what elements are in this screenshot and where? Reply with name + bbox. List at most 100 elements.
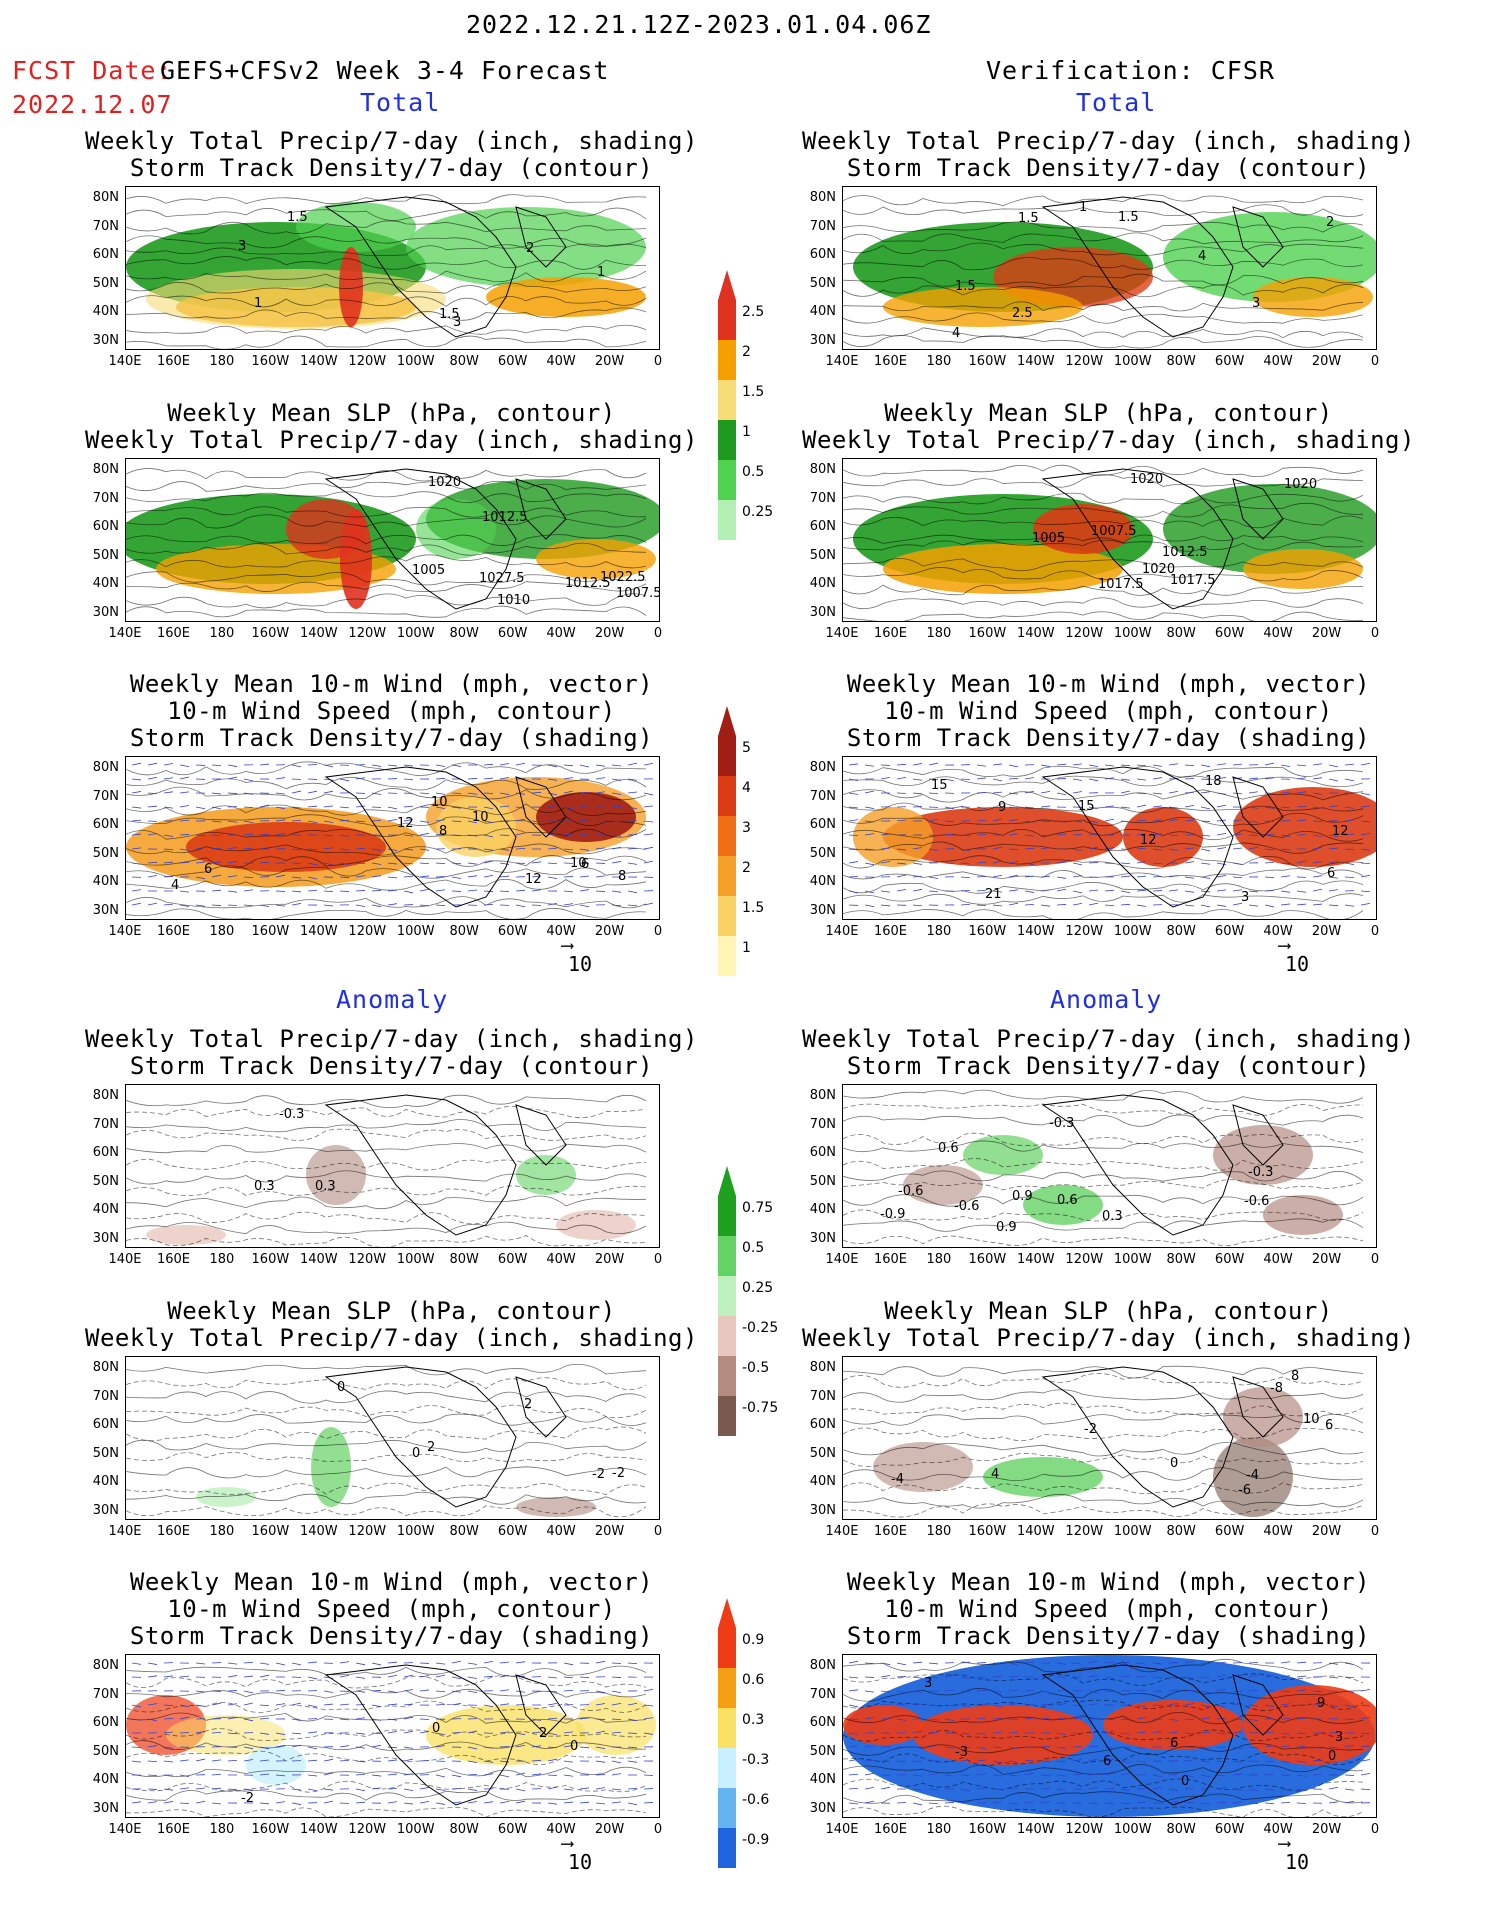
wind-vector	[1120, 848, 1131, 850]
wind-vector	[1040, 1800, 1051, 1804]
wind-vector	[1200, 1746, 1211, 1750]
wind-vector	[1328, 778, 1339, 782]
wind-vector	[960, 1801, 971, 1804]
wind-vector	[1104, 805, 1115, 808]
wind-vector	[1040, 875, 1051, 878]
wind-vector	[1264, 806, 1275, 809]
wind-vector	[595, 1660, 606, 1664]
wind-vector	[467, 1746, 478, 1750]
wind-vector	[1088, 833, 1099, 836]
wind-vector	[1008, 792, 1019, 795]
wind-vector	[339, 778, 350, 782]
wind-vector	[627, 1746, 638, 1749]
wind-vector	[1264, 861, 1275, 864]
wind-vector	[960, 1661, 971, 1664]
lat-tick-label: 50N	[809, 845, 836, 861]
contour-line	[126, 1482, 647, 1496]
wind-vector	[339, 1718, 350, 1721]
wind-vector	[1152, 764, 1163, 767]
wind-vector	[515, 1800, 526, 1804]
contour-line	[843, 829, 1364, 842]
contour-label: -0.6	[898, 1184, 923, 1199]
wind-vector	[483, 1704, 494, 1708]
wind-vector	[499, 1661, 510, 1664]
wind-vector	[163, 848, 174, 850]
wind-vector	[243, 904, 254, 907]
shading-area	[166, 1715, 286, 1755]
wind-vector	[1024, 777, 1035, 780]
wind-vector	[323, 805, 334, 808]
colorbar-top-arrow	[718, 1598, 736, 1628]
lon-tick-label: 60W	[497, 626, 528, 641]
wind-vector	[1216, 804, 1227, 808]
lat-tick-label: 80N	[809, 190, 836, 205]
wind-vector	[419, 1689, 430, 1692]
contour-line	[126, 295, 647, 308]
contour-label: 0	[570, 1739, 578, 1754]
wind-vector	[960, 876, 971, 879]
wind-vector	[483, 834, 494, 838]
wind-vector	[419, 888, 430, 892]
wind-vector	[1312, 888, 1323, 892]
lon-tick-label: 60W	[497, 354, 528, 369]
wind-vector	[1056, 1760, 1067, 1762]
wind-vector	[195, 1731, 206, 1734]
wind-vector	[323, 904, 334, 907]
wind-vector	[259, 1674, 270, 1678]
wind-vector	[1136, 778, 1147, 781]
contour-line	[843, 1752, 1364, 1766]
contour-line	[843, 1089, 1364, 1104]
contour-label: -0.9	[880, 1207, 905, 1222]
contour-line	[126, 1094, 647, 1109]
lat-tick-label: 70N	[809, 1686, 836, 1702]
wind-vector	[563, 1745, 574, 1748]
contour-line	[843, 534, 1364, 544]
lon-tick-label: 160W	[251, 354, 290, 369]
verification-label: Verification: CFSR	[986, 56, 1275, 85]
wind-vector	[403, 1773, 414, 1776]
colorbar-label: 0.25	[742, 1280, 774, 1296]
lon-tick-label: 180	[209, 1252, 235, 1267]
wind-vector	[864, 1759, 875, 1762]
wind-vector	[1120, 1760, 1131, 1764]
wind-vector	[896, 1676, 907, 1678]
wind-vector	[1088, 889, 1099, 892]
lon-tick-label: 100W	[396, 924, 435, 939]
lon-tick-label: 160E	[156, 1252, 190, 1267]
wind-vector	[547, 778, 558, 781]
wind-vector	[1120, 1802, 1131, 1805]
contour-line	[843, 464, 1364, 477]
contour-label: 10	[1303, 1412, 1320, 1427]
colorbar-label: 0.3	[742, 1712, 765, 1728]
contour-label: 0	[1328, 1749, 1336, 1764]
wind-vector	[928, 1662, 939, 1665]
colorbar-label: 2	[742, 344, 751, 360]
contour-line	[843, 868, 1364, 880]
wind-vector	[1136, 764, 1147, 767]
contour-line	[126, 1413, 647, 1426]
colorbar-swatch	[718, 1748, 736, 1788]
shading-area	[306, 1145, 366, 1205]
wind-vector	[131, 762, 142, 766]
wind-vector	[1264, 1788, 1275, 1791]
lon-tick-label: 20W	[1311, 924, 1342, 939]
wind-vector	[1136, 819, 1147, 822]
panel-title-line: Weekly Total Precip/7-day (inch, shading…	[85, 1324, 698, 1352]
wind-vector	[1264, 848, 1275, 851]
wind-vector	[387, 764, 398, 767]
contour-label: 15	[1078, 799, 1095, 814]
wind-vector	[403, 819, 414, 822]
wind-vector	[928, 778, 939, 781]
wind-vector	[976, 820, 987, 822]
wind-vector	[547, 804, 558, 808]
shading-area	[1023, 1185, 1103, 1225]
wind-vector	[1040, 1788, 1051, 1790]
coastline	[1041, 196, 1284, 338]
contour-label: 2	[539, 1726, 547, 1741]
contour-label: 3	[1335, 1730, 1343, 1745]
contour-line	[126, 1185, 647, 1197]
wind-vector	[1264, 762, 1275, 766]
wind-vector	[1056, 1662, 1067, 1665]
wind-vector	[1072, 1717, 1083, 1720]
wind-vector	[627, 778, 638, 781]
